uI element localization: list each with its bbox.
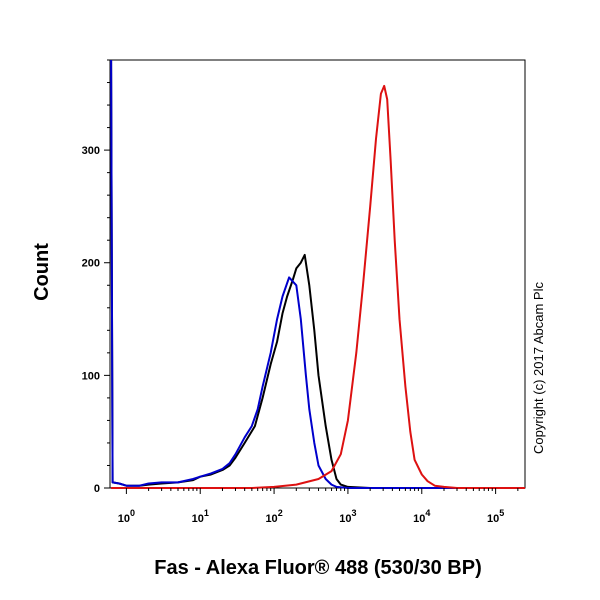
- x-tick-base: 10: [118, 513, 130, 525]
- x-tick-label: 101: [192, 508, 209, 525]
- y-tick-label: 0: [94, 483, 100, 495]
- x-tick-base: 10: [413, 513, 425, 525]
- series-line-3: [111, 84, 525, 489]
- x-axis-ticks: 100 101 102 103 104 105: [118, 488, 519, 525]
- series-line-1: [110, 59, 525, 489]
- x-tick-base: 10: [487, 513, 499, 525]
- copyright-text: Copyright (c) 2017 Abcam Plc: [531, 282, 546, 454]
- x-tick-exponent: 3: [352, 508, 357, 518]
- x-tick-base: 10: [265, 513, 277, 525]
- x-tick-label: 105: [487, 508, 504, 525]
- x-tick-label: 103: [339, 508, 356, 525]
- x-tick-label: 100: [118, 508, 135, 525]
- x-tick-base: 10: [192, 513, 204, 525]
- plot-frame: [109, 59, 526, 489]
- series-layer: [110, 59, 525, 489]
- y-axis-title: Count: [31, 243, 53, 301]
- x-tick-exponent: 2: [278, 508, 283, 518]
- y-tick-label: 100: [82, 370, 100, 382]
- x-tick-exponent: 4: [425, 508, 430, 518]
- x-tick-label: 102: [265, 508, 282, 525]
- x-tick-exponent: 5: [499, 508, 504, 518]
- y-axis-ticks: 0 100 200 300: [82, 59, 110, 495]
- x-tick-label: 104: [413, 508, 430, 525]
- y-tick-label: 300: [82, 145, 100, 157]
- x-axis-title: Fas - Alexa Fluor® 488 (530/30 BP): [154, 557, 481, 579]
- x-tick-base: 10: [339, 513, 351, 525]
- x-tick-exponent: 1: [204, 508, 209, 518]
- x-tick-exponent: 0: [130, 508, 135, 518]
- series-line-2: [110, 59, 525, 489]
- y-tick-label: 200: [82, 258, 100, 270]
